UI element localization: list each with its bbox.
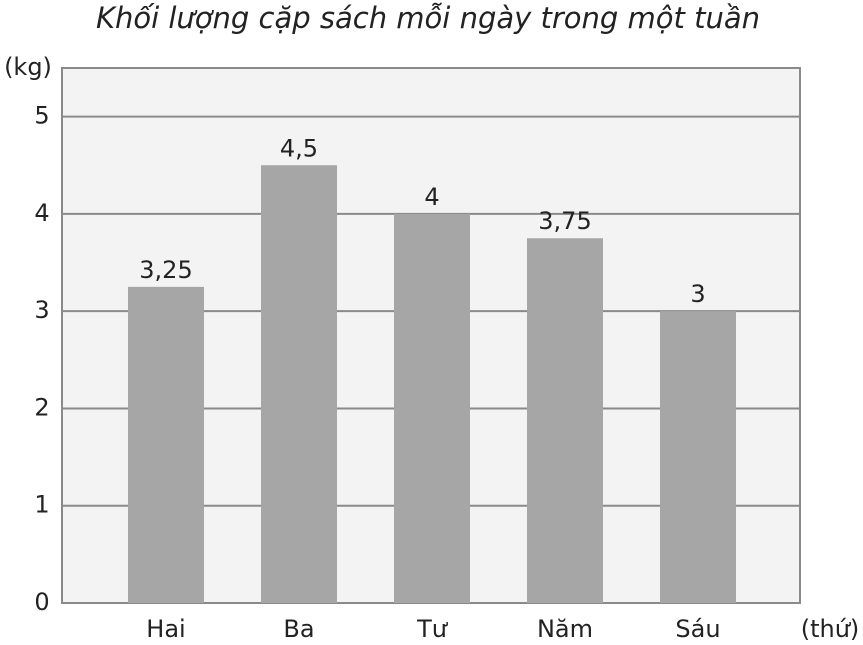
value-label: 3 bbox=[690, 280, 705, 308]
y-tick-label: 4 bbox=[34, 199, 49, 227]
x-tick-label: Năm bbox=[537, 615, 593, 643]
y-tick-label: 5 bbox=[34, 102, 49, 130]
value-label: 3,75 bbox=[538, 207, 591, 235]
x-tick-label: Ba bbox=[283, 615, 314, 643]
bar bbox=[660, 311, 736, 603]
bar bbox=[394, 213, 470, 603]
y-tick-label: 0 bbox=[34, 588, 49, 616]
value-label: 4,5 bbox=[280, 134, 318, 162]
bar bbox=[128, 286, 204, 603]
x-tick-label: Sáu bbox=[675, 615, 720, 643]
x-tick-label: Tư bbox=[416, 615, 449, 643]
y-tick-label: 1 bbox=[34, 491, 49, 519]
value-label: 3,25 bbox=[139, 256, 192, 284]
chart-title: Khối lượng cặp sách mỗi ngày trong một t… bbox=[96, 1, 760, 35]
x-tick-label: Hai bbox=[146, 615, 185, 643]
y-tick-label: 3 bbox=[34, 296, 49, 324]
bar bbox=[527, 238, 603, 603]
y-tick-label: 2 bbox=[34, 393, 49, 421]
value-label: 4 bbox=[424, 183, 439, 211]
x-axis-label: (thứ) bbox=[801, 615, 860, 643]
bar bbox=[261, 165, 337, 604]
y-axis-label: (kg) bbox=[4, 53, 52, 81]
